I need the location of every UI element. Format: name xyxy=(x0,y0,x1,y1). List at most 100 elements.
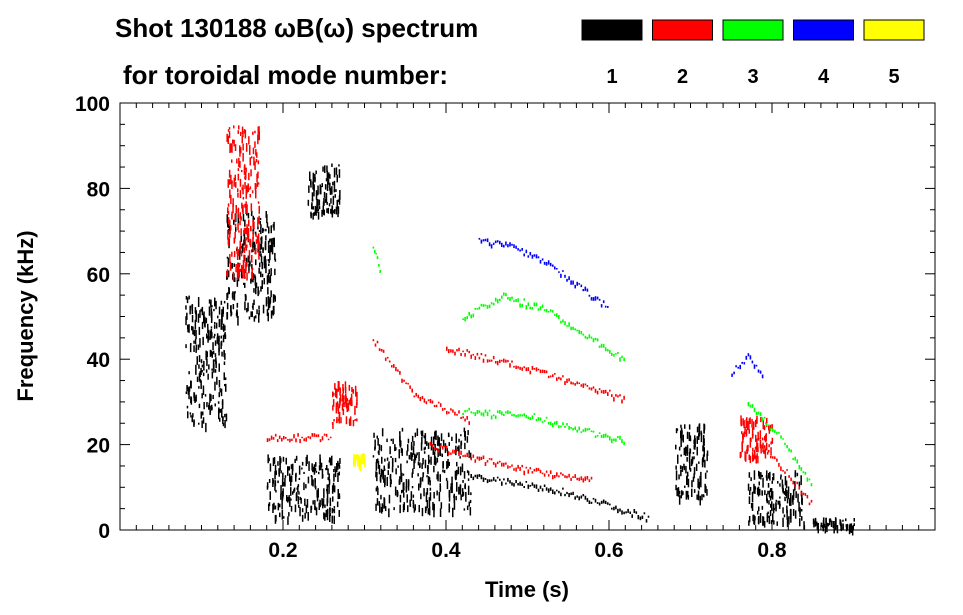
spectrum-point-mode-2 xyxy=(742,418,744,426)
spectrum-point-mode-1 xyxy=(410,444,413,451)
spectrum-point-mode-1 xyxy=(211,407,213,410)
blob-mode-1 xyxy=(185,295,228,433)
spectrum-point-mode-1 xyxy=(476,474,479,479)
spectrum-point-mode-2 xyxy=(568,473,570,478)
spectrum-point-mode-1 xyxy=(750,477,752,482)
spectrum-point-mode-1 xyxy=(378,464,381,475)
spectrum-point-mode-4 xyxy=(513,244,515,249)
spectrum-point-mode-1 xyxy=(503,478,505,481)
spectrum-point-mode-1 xyxy=(842,519,844,522)
spectrum-point-mode-1 xyxy=(331,515,333,524)
spectrum-point-mode-2 xyxy=(431,443,434,449)
spectrum-point-mode-1 xyxy=(474,474,477,478)
spectrum-point-mode-1 xyxy=(199,372,201,376)
spectrum-point-mode-2 xyxy=(515,365,517,369)
spectrum-point-mode-1 xyxy=(680,437,682,448)
spectrum-point-mode-1 xyxy=(187,324,189,330)
spectrum-point-mode-1 xyxy=(243,282,245,285)
spectrum-point-mode-1 xyxy=(270,225,272,234)
spectrum-point-mode-2 xyxy=(239,220,241,226)
spectrum-point-mode-2 xyxy=(760,445,762,454)
spectrum-point-mode-1 xyxy=(235,227,237,232)
spectrum-point-mode-1 xyxy=(446,480,449,490)
spectrum-point-mode-1 xyxy=(748,472,751,478)
spectrum-point-mode-1 xyxy=(545,487,548,491)
spectrum-point-mode-1 xyxy=(212,342,214,350)
spectrum-point-mode-1 xyxy=(198,422,200,425)
spectrum-point-mode-1 xyxy=(826,522,828,533)
spectrum-point-mode-1 xyxy=(265,228,267,232)
spectrum-point-mode-1 xyxy=(706,489,708,496)
spectrum-point-mode-1 xyxy=(201,393,203,399)
spectrum-point-mode-1 xyxy=(794,510,797,519)
spectrum-point-mode-2 xyxy=(598,388,601,391)
spectrum-point-mode-1 xyxy=(387,470,389,475)
spectrum-point-mode-1 xyxy=(220,322,222,330)
spectrum-point-mode-3 xyxy=(488,409,491,412)
spectrum-point-mode-1 xyxy=(845,518,847,522)
spectrum-point-mode-2 xyxy=(407,382,409,385)
spectrum-point-mode-1 xyxy=(220,319,222,323)
spectrum-point-mode-2 xyxy=(230,174,232,185)
spectrum-point-mode-2 xyxy=(796,481,798,485)
spectrum-point-mode-1 xyxy=(207,327,209,334)
spectrum-point-mode-1 xyxy=(288,466,290,471)
spectrum-point-mode-1 xyxy=(463,471,466,479)
spectrum-point-mode-2 xyxy=(248,172,250,181)
spectrum-point-mode-2 xyxy=(395,366,397,372)
spectrum-point-mode-2 xyxy=(239,262,241,265)
spectrum-point-mode-1 xyxy=(312,479,314,487)
spectrum-point-mode-2 xyxy=(617,395,619,398)
spectrum-point-mode-1 xyxy=(435,430,437,441)
spectrum-point-mode-2 xyxy=(393,364,395,368)
spectrum-point-mode-2 xyxy=(741,431,743,435)
spectrum-point-mode-2 xyxy=(503,358,505,363)
spectrum-point-mode-2 xyxy=(480,353,483,356)
spectrum-point-mode-5 xyxy=(359,458,361,461)
spectrum-point-mode-2 xyxy=(580,384,583,387)
spectrum-point-mode-1 xyxy=(325,509,328,518)
spectrum-point-mode-1 xyxy=(228,287,230,294)
spectrum-point-mode-1 xyxy=(311,203,313,210)
spectrum-point-mode-1 xyxy=(213,335,215,339)
spectrum-point-mode-1 xyxy=(334,209,336,212)
spectrum-point-mode-2 xyxy=(252,131,254,135)
spectrum-point-mode-3 xyxy=(780,435,782,439)
spectrum-point-mode-2 xyxy=(764,454,767,459)
spectrum-point-mode-1 xyxy=(290,475,293,483)
spectrum-point-mode-1 xyxy=(400,463,402,472)
spectrum-point-mode-3 xyxy=(519,303,521,308)
spectrum-point-mode-1 xyxy=(513,483,515,487)
spectrum-point-mode-2 xyxy=(784,471,786,474)
spectrum-point-mode-1 xyxy=(200,367,202,375)
spectrum-point-mode-1 xyxy=(439,508,442,517)
spectrum-point-mode-1 xyxy=(704,472,707,479)
spectrum-point-mode-1 xyxy=(333,469,335,473)
spectrum-point-mode-2 xyxy=(255,190,257,199)
spectrum-point-mode-1 xyxy=(317,211,320,220)
spectrum-point-mode-2 xyxy=(342,384,344,391)
spectrum-point-mode-1 xyxy=(188,324,190,333)
track-mode-2 xyxy=(755,437,813,506)
spectrum-point-mode-1 xyxy=(440,433,443,442)
spectrum-point-mode-1 xyxy=(312,466,315,472)
spectrum-point-mode-1 xyxy=(333,485,336,493)
spectrum-point-mode-2 xyxy=(227,229,229,240)
spectrum-point-mode-2 xyxy=(234,213,236,222)
spectrum-point-mode-1 xyxy=(853,518,855,522)
spectrum-point-mode-1 xyxy=(766,470,768,478)
spectrum-point-mode-2 xyxy=(566,378,568,383)
spectrum-point-mode-1 xyxy=(210,394,212,401)
spectrum-point-mode-1 xyxy=(327,179,330,185)
spectrum-point-mode-1 xyxy=(376,498,379,506)
spectrum-point-mode-2 xyxy=(517,464,519,469)
spectrum-point-mode-3 xyxy=(765,423,768,427)
spectrum-point-mode-2 xyxy=(241,126,244,134)
spectrum-point-mode-3 xyxy=(564,321,566,326)
spectrum-point-mode-1 xyxy=(321,183,323,188)
spectrum-point-mode-1 xyxy=(694,438,696,448)
spectrum-point-mode-2 xyxy=(234,144,237,151)
spectrum-point-mode-3 xyxy=(609,436,611,441)
spectrum-point-mode-2 xyxy=(245,237,247,241)
spectrum-point-mode-4 xyxy=(486,238,489,243)
